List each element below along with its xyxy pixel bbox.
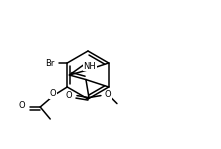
Text: O: O <box>65 91 72 100</box>
Text: Br: Br <box>45 59 54 67</box>
Text: O: O <box>105 90 112 99</box>
Text: O: O <box>19 101 25 111</box>
Text: O: O <box>50 90 57 98</box>
Text: NH: NH <box>84 62 96 71</box>
